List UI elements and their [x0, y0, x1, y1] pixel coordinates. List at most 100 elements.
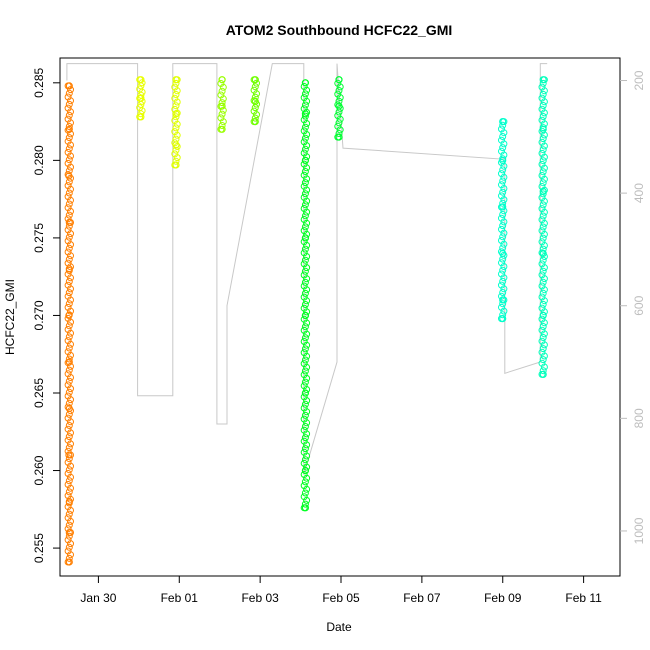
data-point — [301, 378, 309, 386]
data-point — [67, 185, 74, 193]
data-point — [499, 121, 507, 129]
data-point — [67, 252, 74, 260]
data-point — [67, 340, 74, 348]
y2-tick-label: 400 — [632, 183, 646, 203]
data-point — [539, 76, 547, 84]
data-point — [303, 319, 311, 327]
data-point — [301, 145, 309, 153]
data-point — [539, 334, 547, 341]
data-point — [540, 142, 548, 150]
data-point — [498, 125, 505, 133]
data-point — [64, 137, 72, 145]
data-point — [251, 76, 259, 84]
data-point — [499, 177, 507, 185]
data-point — [538, 149, 546, 157]
data-point — [300, 160, 308, 168]
data-point — [67, 396, 74, 404]
data-point — [67, 440, 74, 448]
data-point — [64, 237, 72, 245]
data-point — [251, 117, 259, 126]
data-point — [334, 122, 342, 130]
data-point — [65, 532, 73, 540]
data-point — [65, 466, 73, 474]
data-point — [335, 87, 343, 94]
data-point — [301, 156, 309, 164]
data-point — [67, 318, 74, 326]
data-point — [65, 366, 73, 374]
data-point — [218, 110, 226, 118]
data-point — [539, 311, 547, 319]
data-point — [65, 100, 73, 108]
y-tick-label: 0.255 — [32, 533, 46, 563]
data-point — [65, 189, 73, 197]
data-point — [65, 222, 73, 230]
data-point — [303, 208, 311, 216]
data-point — [64, 126, 72, 134]
data-point — [301, 278, 309, 286]
data-point — [301, 301, 309, 308]
data-point — [67, 97, 74, 105]
data-point — [539, 187, 547, 195]
data-point — [539, 223, 547, 231]
data-point — [67, 473, 74, 481]
data-point — [300, 304, 308, 312]
data-point — [64, 425, 72, 433]
data-point — [538, 216, 546, 224]
data-point — [538, 205, 546, 213]
data-point — [300, 249, 308, 257]
data-point — [499, 156, 507, 164]
x-axis: Jan 30 Feb 01 Feb 03 Feb 05 Feb 07 Feb 09 Feb … — [80, 575, 602, 605]
data-point — [67, 418, 74, 426]
data-point — [172, 76, 180, 84]
data-point — [303, 452, 311, 460]
data-point — [65, 278, 73, 285]
data-point — [300, 271, 308, 279]
data-point — [539, 212, 547, 220]
data-point — [65, 388, 73, 396]
data-point — [65, 444, 73, 452]
data-point — [500, 285, 508, 293]
data-point — [172, 135, 180, 143]
data-point — [500, 185, 508, 192]
y2-tick-label: 1000 — [632, 517, 646, 544]
data-point — [301, 389, 309, 397]
data-point — [303, 230, 311, 238]
data-point — [301, 110, 309, 118]
data-point — [499, 117, 507, 126]
data-point — [65, 265, 73, 273]
data-point — [538, 116, 546, 124]
data-point — [64, 93, 72, 101]
data-point — [498, 237, 505, 244]
data-point — [65, 111, 73, 119]
data-point — [335, 97, 343, 105]
data-point — [301, 345, 309, 353]
data-point — [67, 374, 74, 381]
data-point — [65, 218, 73, 226]
data-point — [301, 201, 309, 209]
y2-axis: 200 400 600 800 1000 — [620, 70, 646, 544]
data-point — [65, 233, 73, 241]
data-point — [538, 83, 546, 91]
data-point — [172, 113, 180, 121]
data-point — [540, 197, 548, 205]
data-point — [303, 408, 311, 416]
data-point — [218, 125, 226, 133]
data-point — [499, 233, 507, 241]
data-point — [303, 108, 311, 116]
data-point — [539, 345, 547, 353]
data-point — [301, 456, 309, 464]
data-point — [253, 90, 260, 98]
data-point — [171, 117, 179, 124]
data-point — [137, 113, 145, 121]
data-point — [172, 141, 180, 149]
data-point — [65, 89, 73, 97]
data-point — [64, 115, 72, 123]
data-point — [498, 170, 505, 178]
data-point — [538, 227, 546, 235]
data-point — [539, 201, 547, 209]
y-tick-label: 0.265 — [32, 378, 46, 408]
series-flight-9 — [538, 76, 548, 378]
data-point — [300, 105, 308, 113]
data-point — [64, 458, 72, 466]
data-point — [65, 300, 73, 308]
